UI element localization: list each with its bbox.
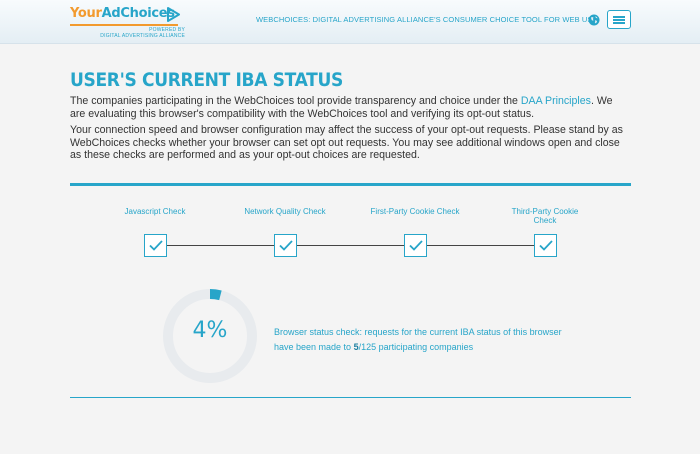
- checkmark-icon: [539, 240, 553, 251]
- progress-percent: 4%: [192, 318, 228, 343]
- checkmark-icon: [149, 240, 163, 251]
- check-step-network-quality: Network Quality Check: [240, 207, 330, 257]
- header-tagline: WEBCHOICES: DIGITAL ADVERTISING ALLIANCE…: [256, 15, 593, 24]
- check-box: [404, 234, 427, 257]
- play-icon: [167, 7, 180, 22]
- check-label: Javascript Check: [124, 207, 186, 216]
- connection-note-paragraph: Your connection speed and browser config…: [70, 124, 623, 161]
- site-header: YourAdChoices POWERED BY DIGITAL ADVERTI…: [0, 0, 700, 44]
- browser-status-text: Browser status check: requests for the c…: [274, 327, 562, 352]
- check-label: Third-Party Cookie Check: [511, 207, 579, 225]
- completed-count: 5: [353, 342, 359, 352]
- check-box: [534, 234, 557, 257]
- check-step-first-party-cookie: First-Party Cookie Check: [370, 207, 460, 257]
- check-box: [144, 234, 167, 257]
- section-divider-top: [70, 183, 631, 186]
- progress-ring-fill: [163, 289, 257, 383]
- checkmark-icon: [409, 240, 423, 251]
- daa-principles-link[interactable]: DAA Principles: [520, 95, 591, 107]
- logo-wordmark: YourAdChoices: [70, 6, 175, 21]
- logo-alliance: DIGITAL ADVERTISING ALLIANCE: [100, 33, 185, 39]
- progress-ring: [163, 289, 257, 383]
- logo-powered-by: POWERED BY: [149, 27, 185, 33]
- youradchoices-logo[interactable]: YourAdChoices POWERED BY DIGITAL ADVERTI…: [70, 6, 185, 39]
- check-step-javascript: Javascript Check: [110, 207, 200, 257]
- hamburger-menu-icon[interactable]: [607, 10, 631, 29]
- logo-underline: [70, 24, 178, 26]
- intro-paragraph: The companies participating in the WebCh…: [70, 95, 613, 120]
- check-label: First-Party Cookie Check: [370, 207, 460, 216]
- globe-icon[interactable]: [588, 14, 600, 26]
- check-box: [274, 234, 297, 257]
- checkmark-icon: [279, 240, 293, 251]
- check-label: Network Quality Check: [244, 207, 326, 216]
- checks-connector-line: [160, 245, 540, 246]
- section-divider-bottom: [70, 397, 631, 398]
- page-title: USER'S CURRENT IBA STATUS: [70, 69, 343, 91]
- check-step-third-party-cookie: Third-Party Cookie Check: [500, 207, 590, 257]
